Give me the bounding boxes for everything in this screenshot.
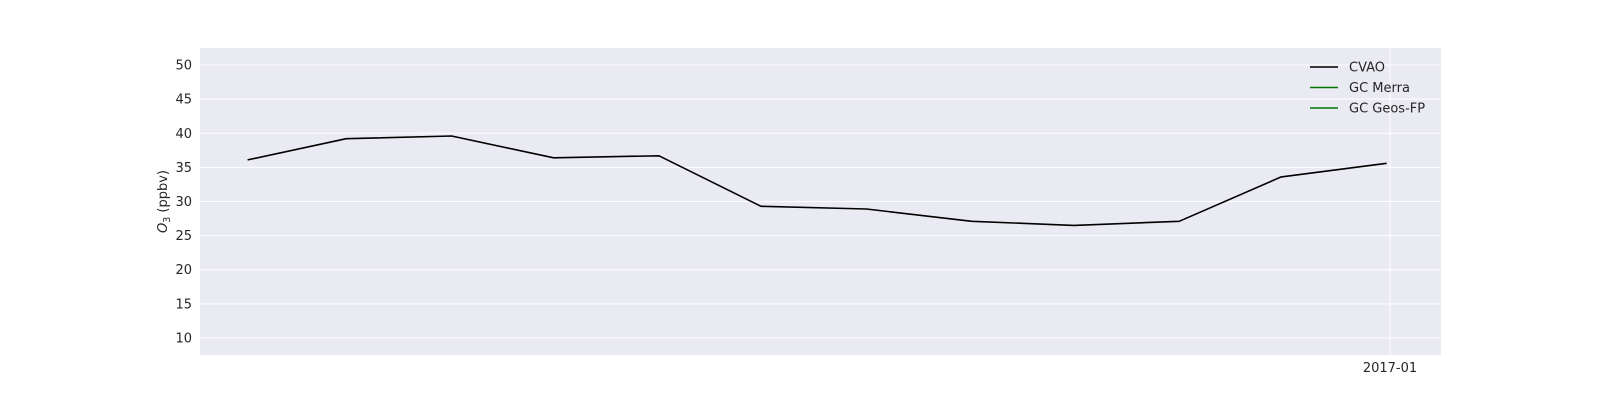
- series: [247, 135, 1387, 227]
- y-tick-label: 25: [175, 229, 192, 244]
- y-tick-label: 10: [175, 331, 192, 346]
- x-ticks: 2017-01: [1363, 361, 1417, 376]
- y-tick-label: 50: [175, 59, 192, 74]
- legend-label-gc-merra: GC Merra: [1349, 81, 1410, 96]
- series-line-cvao: [247, 135, 1387, 227]
- y-tick-label: 20: [175, 263, 192, 278]
- legend-label-gc-geos-fp: GC Geos-FP: [1349, 102, 1425, 117]
- grid: [200, 48, 1441, 355]
- legend: CVAO GC Merra GC Geos-FP: [1310, 61, 1425, 117]
- x-tick-label: 2017-01: [1363, 361, 1417, 376]
- y-tick-label: 40: [175, 127, 192, 142]
- y-tick-label: 45: [175, 93, 192, 108]
- y-tick-label: 35: [175, 161, 192, 176]
- y-axis-label: O3 (ppbv): [156, 170, 173, 233]
- legend-label-cvao: CVAO: [1349, 61, 1385, 76]
- y-ticks: 10 15 20 25 30 35 40 45 50: [175, 59, 192, 347]
- y-tick-label: 15: [175, 297, 192, 312]
- y-tick-label: 30: [175, 195, 192, 210]
